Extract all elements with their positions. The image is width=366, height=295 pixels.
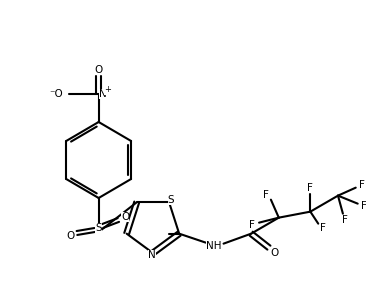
Text: S: S: [168, 195, 175, 205]
Text: O: O: [271, 248, 279, 258]
Text: F: F: [359, 180, 365, 190]
Text: F: F: [342, 215, 348, 225]
Text: ⁻O: ⁻O: [49, 89, 63, 99]
Text: F: F: [263, 190, 269, 200]
Text: S: S: [95, 223, 102, 233]
Text: F: F: [249, 220, 255, 230]
Text: F: F: [361, 201, 366, 211]
Text: F: F: [320, 223, 326, 233]
Text: O: O: [121, 212, 130, 222]
Text: O: O: [66, 231, 74, 241]
Text: N: N: [148, 250, 156, 260]
Text: +: +: [104, 86, 111, 94]
Text: NH: NH: [206, 241, 221, 251]
Text: O: O: [94, 65, 103, 75]
Text: N: N: [99, 89, 107, 99]
Text: F: F: [307, 183, 313, 193]
